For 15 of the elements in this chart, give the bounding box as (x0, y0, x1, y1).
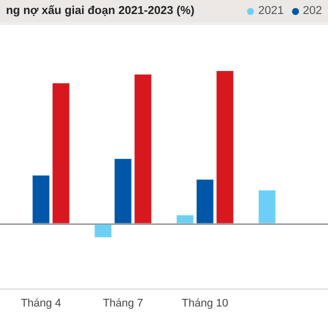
bar (196, 180, 214, 224)
x-tick-label: Tháng 7 (102, 297, 144, 310)
bar (94, 224, 112, 238)
bar (114, 158, 132, 224)
x-tick-label: Tháng 4 (20, 297, 62, 310)
chart-title: ng nợ xấu giai đoạn 2021-2023 (%) (6, 5, 194, 17)
bar (258, 190, 276, 224)
bar (176, 215, 194, 224)
bar (216, 71, 234, 224)
x-tick-label: Tháng 10 (182, 297, 228, 310)
bar (52, 83, 70, 224)
bar (32, 176, 50, 224)
legend-label: 202 (302, 5, 322, 17)
bar (134, 74, 152, 224)
legend-label: 2021 (258, 5, 284, 17)
